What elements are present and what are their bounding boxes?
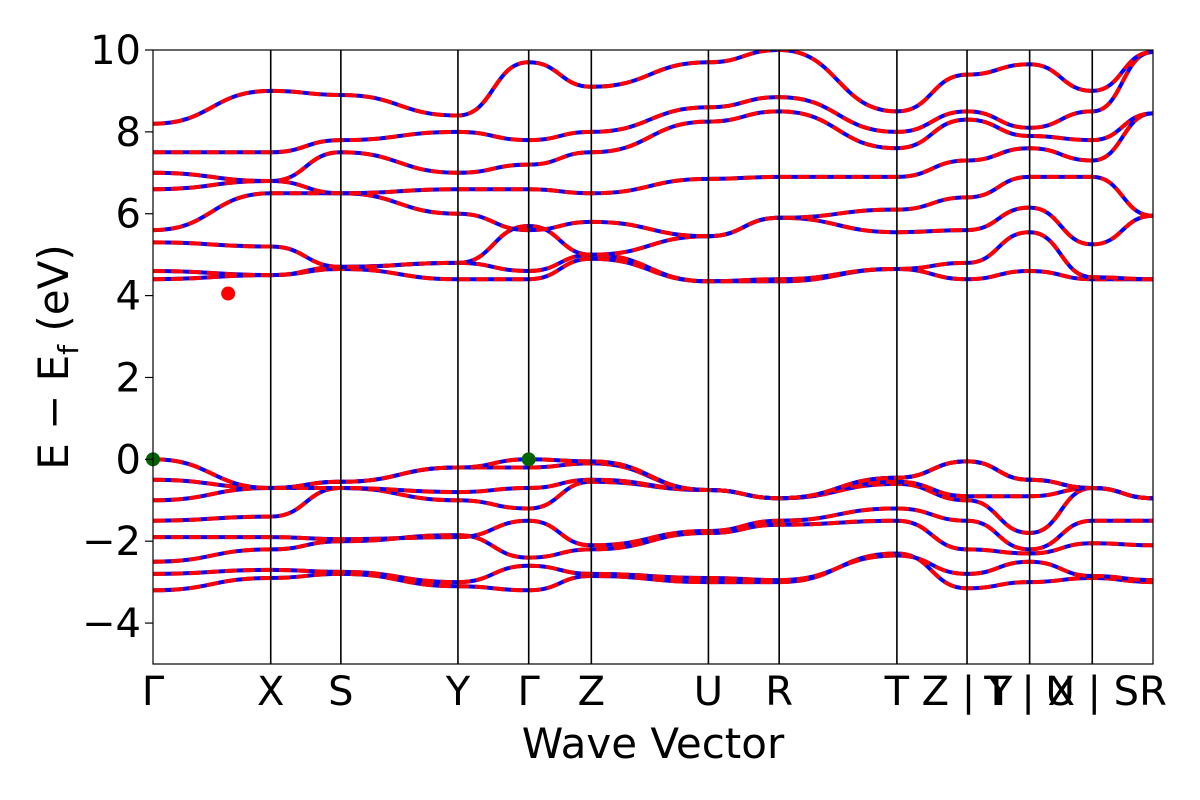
- y-tick-label: 4: [116, 274, 141, 320]
- x-tick-label: Y: [445, 669, 471, 715]
- x-tick-label: Γ: [142, 669, 165, 715]
- band-line-up-3: [153, 506, 1153, 552]
- x-tick-label: Z: [578, 669, 605, 715]
- x-tick-label: U | S: [1045, 669, 1139, 715]
- vbm-marker: [521, 452, 536, 467]
- y-tick-label: 10: [90, 28, 141, 74]
- x-tick-label: R: [765, 669, 793, 715]
- y-tick-label: −2: [82, 519, 141, 565]
- y-tick-label: 8: [116, 110, 141, 156]
- y-axis-label-main: E − E: [29, 355, 78, 470]
- x-tick-label: Γ: [518, 669, 541, 715]
- x-tick-label: R: [1139, 669, 1167, 715]
- band-line-down-7: [153, 457, 1153, 501]
- x-tick-label: U: [694, 669, 723, 715]
- y-axis-label-unit: (eV): [29, 244, 78, 345]
- band-line-down-15: [153, 50, 1153, 126]
- band-line-down-11: [153, 174, 1153, 239]
- x-tick-label: S: [328, 669, 353, 715]
- plot-frame: [152, 49, 1154, 665]
- y-axis-label-subscript: f: [52, 344, 85, 355]
- x-axis-label: Wave Vector: [522, 719, 785, 768]
- x-tick-label: T | X: [983, 669, 1075, 715]
- band-lines: [153, 50, 1153, 593]
- band-line-down-10: [153, 205, 1153, 269]
- band-line-up-15: [153, 50, 1153, 126]
- y-tick-label: 6: [116, 192, 141, 238]
- band-line-down-5: [153, 477, 1153, 503]
- band-line-down-6: [153, 459, 1153, 501]
- band-line-down-12: [153, 111, 1153, 196]
- y-axis-ticks: −4 −2 0 2 4 6 8 10: [82, 28, 153, 647]
- y-tick-label: 0: [116, 437, 141, 483]
- cbm-marker: [221, 286, 236, 301]
- y-tick-label: −4: [82, 601, 141, 647]
- y-tick-label: 2: [116, 355, 141, 401]
- band-line-down-3: [153, 506, 1153, 552]
- x-tick-label: X: [257, 669, 284, 715]
- y-axis-label: E − Ef (eV): [29, 244, 85, 470]
- high-symmetry-lines: [269, 50, 1094, 664]
- x-tick-label: T: [884, 669, 910, 715]
- x-tick-label: Z | Y: [922, 669, 1013, 715]
- band-line-down-13: [153, 109, 1153, 184]
